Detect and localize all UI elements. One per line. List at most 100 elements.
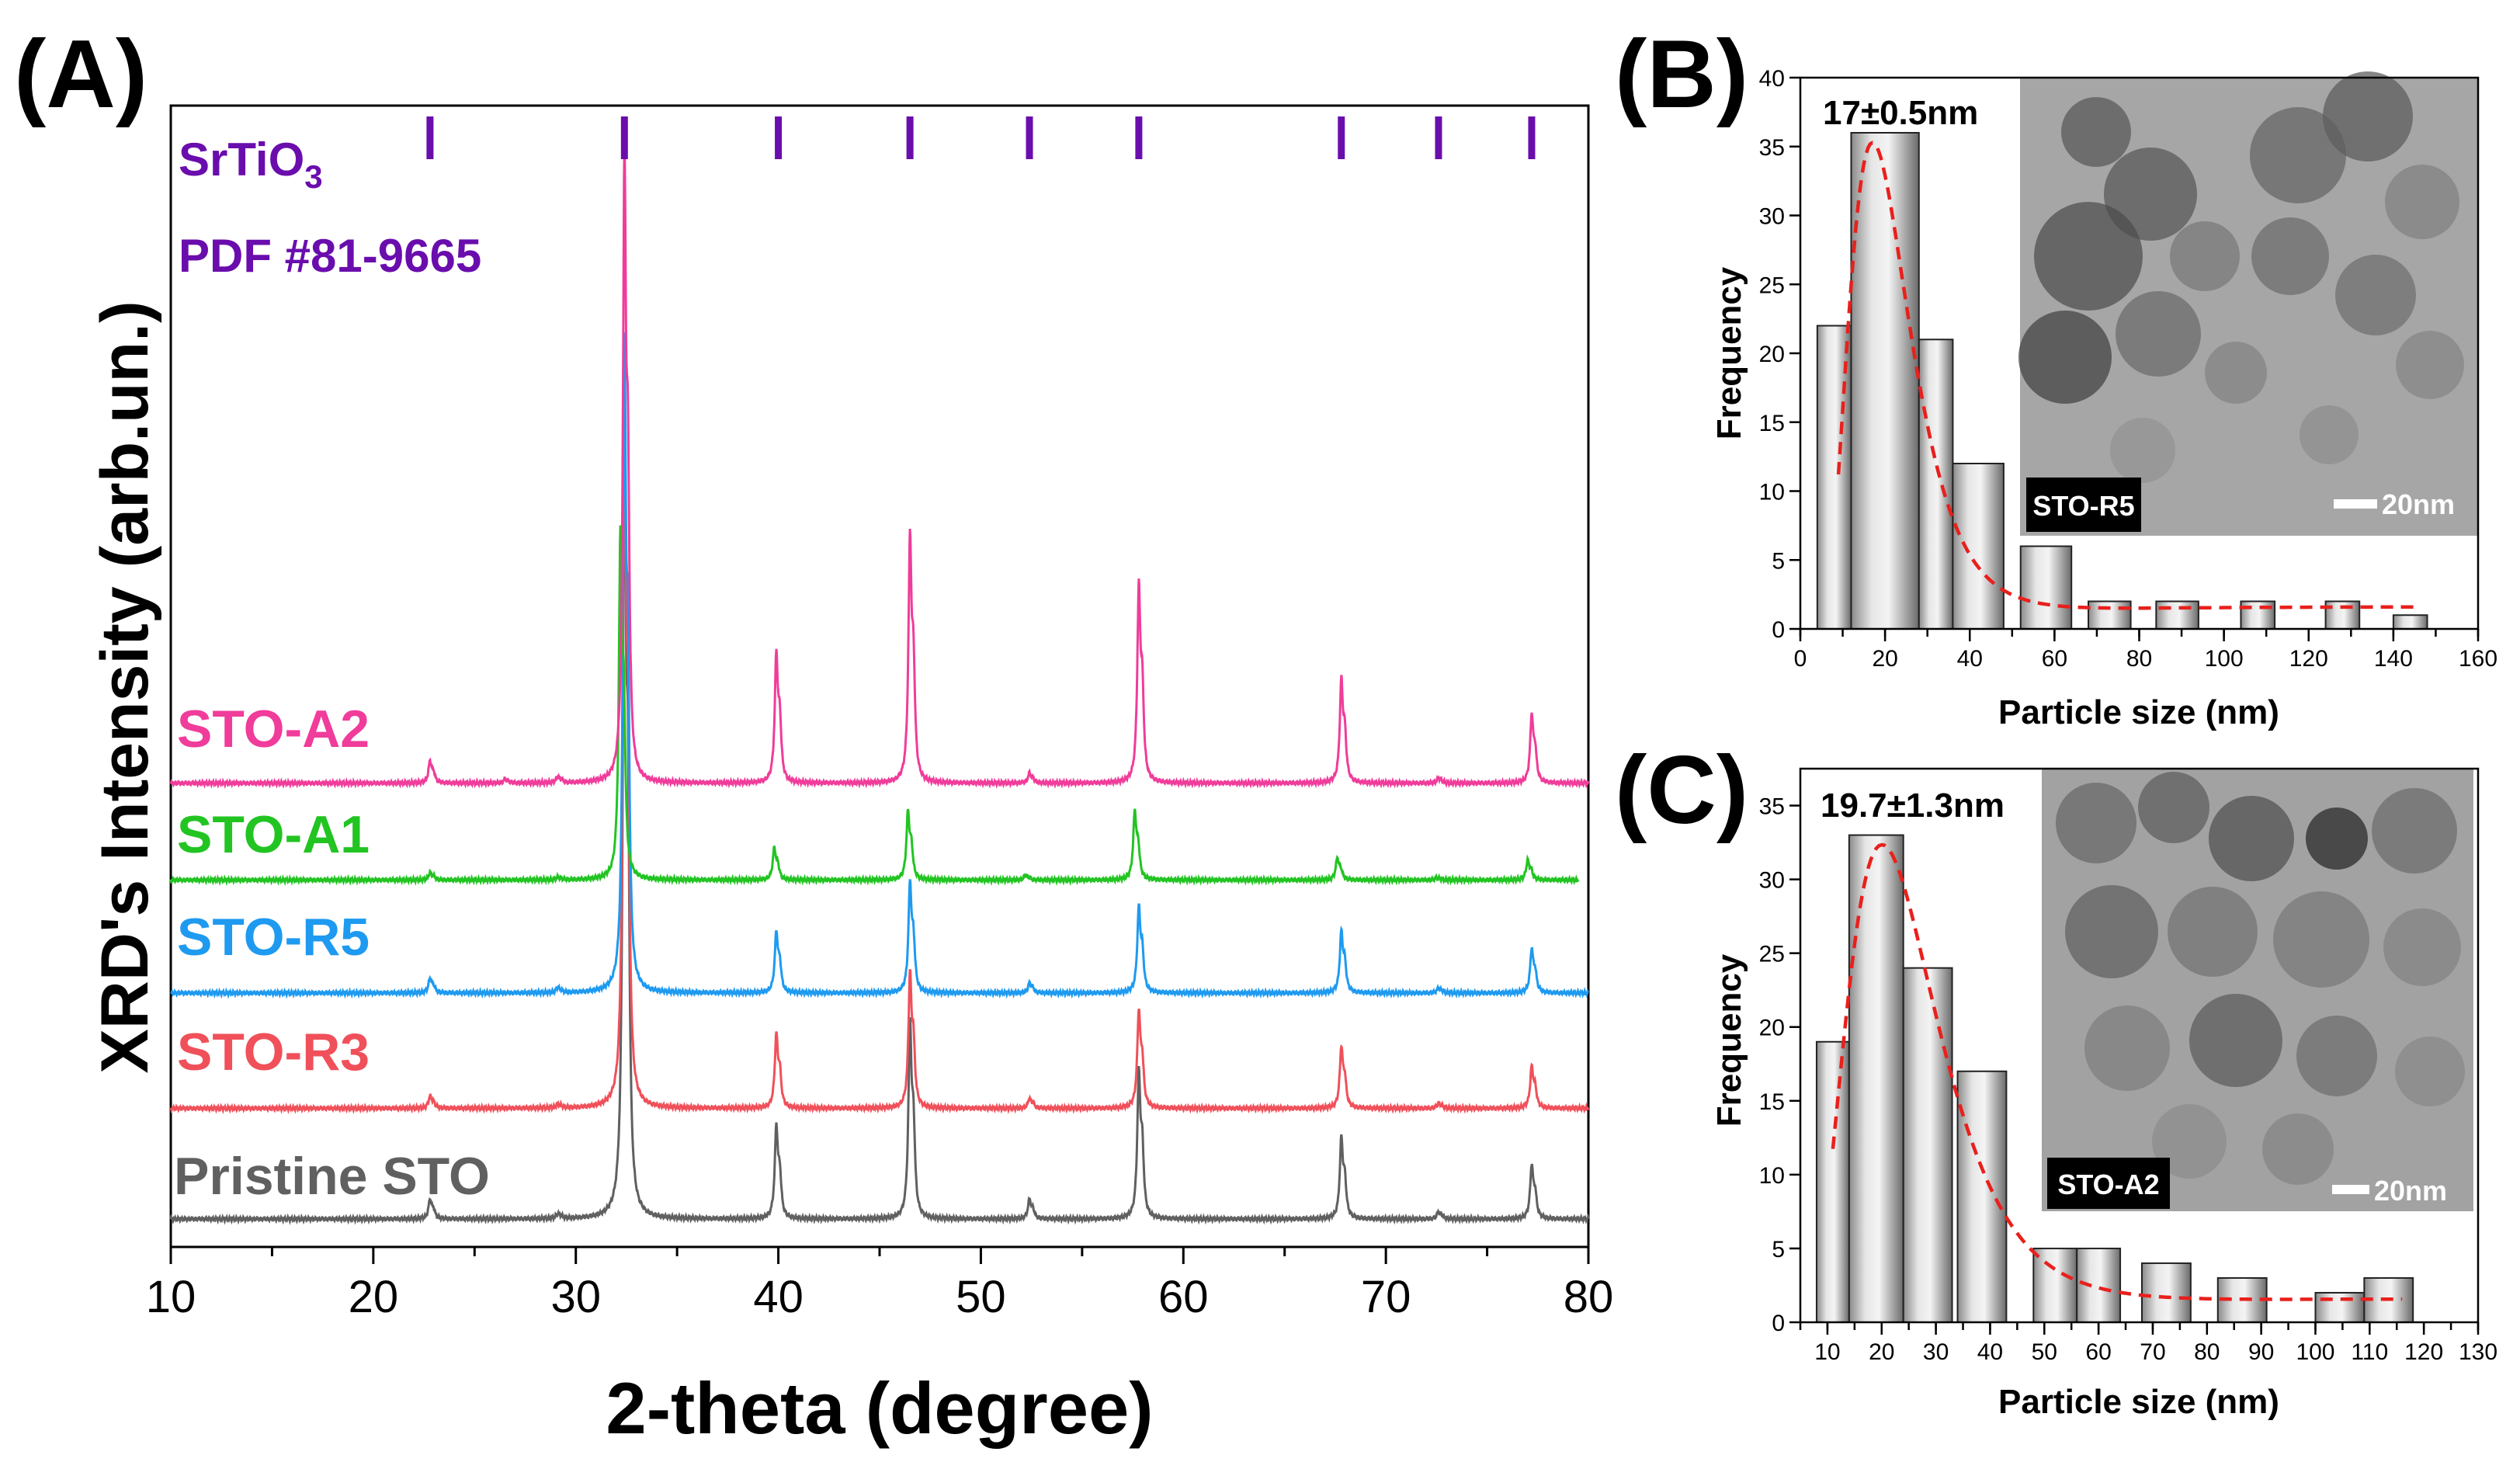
panel-c-histogram: STO-A2 20nm 0 5 10 15 20 25 30 35 10 20 30 40 50 60 70… <box>1710 767 2497 1421</box>
panel-c-x-tick-label: 70 <box>2140 1339 2165 1365</box>
panel-a-x-tick-label: 80 <box>1564 1272 1614 1322</box>
panel-c-x-tick-label: 90 <box>2248 1339 2274 1365</box>
panel-b-x-tick-label: 80 <box>2126 646 2152 672</box>
panel-c-fit-curve <box>1831 842 2403 1301</box>
panel-c-y-tick-label: 20 <box>1759 1016 1785 1041</box>
ref-label-srtio3: SrTiO3 <box>179 134 323 195</box>
xrd-trace-sto-a2 <box>169 143 1590 790</box>
panel-c-inset-label: STO-A2 <box>2057 1169 2159 1200</box>
ref-label-pdf: PDF #81-9665 <box>179 230 481 282</box>
panel-a-x-tick-label: 10 <box>146 1272 196 1322</box>
panel-b-y-tick-label: 30 <box>1759 204 1785 230</box>
panel-c-y-tick-label: 25 <box>1759 942 1785 967</box>
panel-b-bar-0 <box>1816 325 1852 630</box>
panel-c-label: (C) <box>1615 737 1748 844</box>
xrd-trace-sto-a1 <box>169 525 1580 887</box>
series-label-pristine-sto: Pristine STO <box>174 1147 490 1206</box>
panel-c-annotation: 19.7±1.3nm <box>1821 787 2005 825</box>
panel-b-y-tick-label: 25 <box>1759 273 1785 298</box>
panel-c-x-tick-label: 100 <box>2296 1339 2334 1365</box>
panel-b-label: (B) <box>1615 21 1748 128</box>
panel-b-y-tick-label: 0 <box>1772 617 1785 643</box>
panel-c-x-tick-label: 30 <box>1923 1339 1949 1365</box>
panel-c-scale-label: 20nm <box>2374 1175 2447 1207</box>
panel-c-x-tick-label: 130 <box>2459 1339 2497 1365</box>
panel-b-y-tick-label: 35 <box>1759 135 1785 161</box>
panel-a-x-tick-label: 50 <box>956 1272 1006 1322</box>
panel-b-x-tick-label: 20 <box>1872 646 1897 672</box>
panel-c-x-tick-label: 50 <box>2032 1339 2057 1365</box>
panel-a-x-tick-label: 40 <box>753 1272 804 1322</box>
panel-c-x-tick-label: 110 <box>2351 1339 2388 1365</box>
panel-c-x-axis-label: Particle size (nm) <box>1998 1383 2279 1421</box>
panel-c-frame <box>1799 767 2480 1324</box>
panel-c-bar-5 <box>2076 1247 2122 1324</box>
panel-b-bar-3 <box>1952 463 2005 630</box>
panel-a-x-axis-label: 2-theta (degree) <box>606 1367 1153 1449</box>
panel-b-y-tick-label: 5 <box>1772 548 1785 574</box>
panel-b-y-tick-label: 10 <box>1759 480 1785 505</box>
panel-b-x-tick-label: 0 <box>1794 646 1807 672</box>
panel-c-bar-0 <box>1815 1040 1850 1324</box>
panel-b-x-tick-label: 40 <box>1957 646 1983 672</box>
panel-b-fit-curve <box>1836 141 2415 610</box>
panel-c-bar-4 <box>2032 1247 2078 1324</box>
panel-b-x-tick-label: 140 <box>2374 646 2413 672</box>
series-label-sto-r3: STO-R3 <box>177 1023 370 1082</box>
panel-c-bar-1 <box>1848 834 1904 1324</box>
panel-a-x-tick-label: 60 <box>1158 1272 1209 1322</box>
panel-b-x-tick-label: 160 <box>2459 646 2497 672</box>
panel-c-y-tick-label: 30 <box>1759 868 1785 894</box>
series-label-sto-a1: STO-A1 <box>177 805 370 864</box>
panel-b-bar-1 <box>1850 132 1920 630</box>
panel-b-scale-label: 20nm <box>2382 488 2455 520</box>
xrd-trace-sto-r5 <box>170 332 1589 999</box>
panel-b-histogram: STO-R5 20nm 0 5 10 15 20 25 30 35 40 0 20 40 60 80 100… <box>1710 66 2497 731</box>
panel-c-x-tick-label: 120 <box>2404 1339 2443 1365</box>
panel-a-y-axis-label: XRD's Intensity (arb.un.) <box>88 300 162 1073</box>
panel-b-x-tick-label: 120 <box>2289 646 2328 672</box>
panel-c-y-tick-label: 0 <box>1772 1311 1785 1336</box>
panel-a-x-tick-label: 70 <box>1361 1272 1411 1322</box>
panel-b-y-tick-label: 20 <box>1759 342 1785 367</box>
series-label-sto-a2: STO-A2 <box>177 700 370 759</box>
panel-c-x-tick-label: 20 <box>1869 1339 1894 1365</box>
panel-c-scale-bar <box>2332 1185 2369 1194</box>
panel-b-annotation: 17±0.5nm <box>1823 94 1978 132</box>
panel-a-x-tick-label: 30 <box>550 1272 601 1322</box>
panel-b-y-tick-label: 40 <box>1759 66 1785 92</box>
panel-a-x-tick-label: 20 <box>349 1272 399 1322</box>
panel-c-y-tick-label: 15 <box>1759 1089 1785 1115</box>
panel-b-bar-6 <box>2155 600 2199 630</box>
panel-b-x-tick-label: 100 <box>2205 646 2244 672</box>
panel-c-bar-2 <box>1902 967 1953 1324</box>
panel-c-tem-image <box>2042 769 2473 1211</box>
panel-c-bar-6 <box>2140 1262 2192 1323</box>
panel-b-scale-bar <box>2334 499 2377 509</box>
panel-c-x-tick-label: 60 <box>2085 1339 2111 1365</box>
panel-c-bar-3 <box>1956 1070 2008 1323</box>
panel-b-bar-2 <box>1918 339 1954 630</box>
panel-c-x-tick-label: 80 <box>2194 1339 2220 1365</box>
panel-b-bar-7 <box>2240 600 2276 630</box>
panel-b-bar-5 <box>2088 600 2132 630</box>
panel-c-y-tick-label: 5 <box>1772 1237 1785 1262</box>
panel-c-y-tick-label: 35 <box>1759 794 1785 820</box>
panel-b-x-tick-label: 60 <box>2042 646 2067 672</box>
panel-c-x-tick-label: 10 <box>1814 1339 1840 1365</box>
panel-b-x-axis-label: Particle size (nm) <box>1998 693 2279 731</box>
panel-b-y-axis-label: Frequency <box>1710 266 1748 439</box>
panel-a-label: (A) <box>14 21 148 128</box>
xrd-trace-pristine-sto <box>169 382 1590 1225</box>
panel-c-y-axis-label: Frequency <box>1710 953 1748 1127</box>
panel-b-inset-label: STO-R5 <box>2032 490 2134 522</box>
panel-a-xrd-chart: 10 20 30 40 50 60 70 80 SrTiO3 PDF #81-9665 STO… <box>88 104 1614 1449</box>
series-label-sto-r5: STO-R5 <box>177 908 370 967</box>
panel-b-inset-label-bg <box>2026 478 2141 532</box>
panel-c-y-tick-label: 10 <box>1759 1163 1785 1189</box>
panel-b-y-tick-label: 15 <box>1759 411 1785 436</box>
xrd-trace-sto-r3 <box>169 374 1590 1115</box>
panel-b-bar-9 <box>2392 614 2428 630</box>
panel-b-tem-image <box>2018 71 2478 536</box>
